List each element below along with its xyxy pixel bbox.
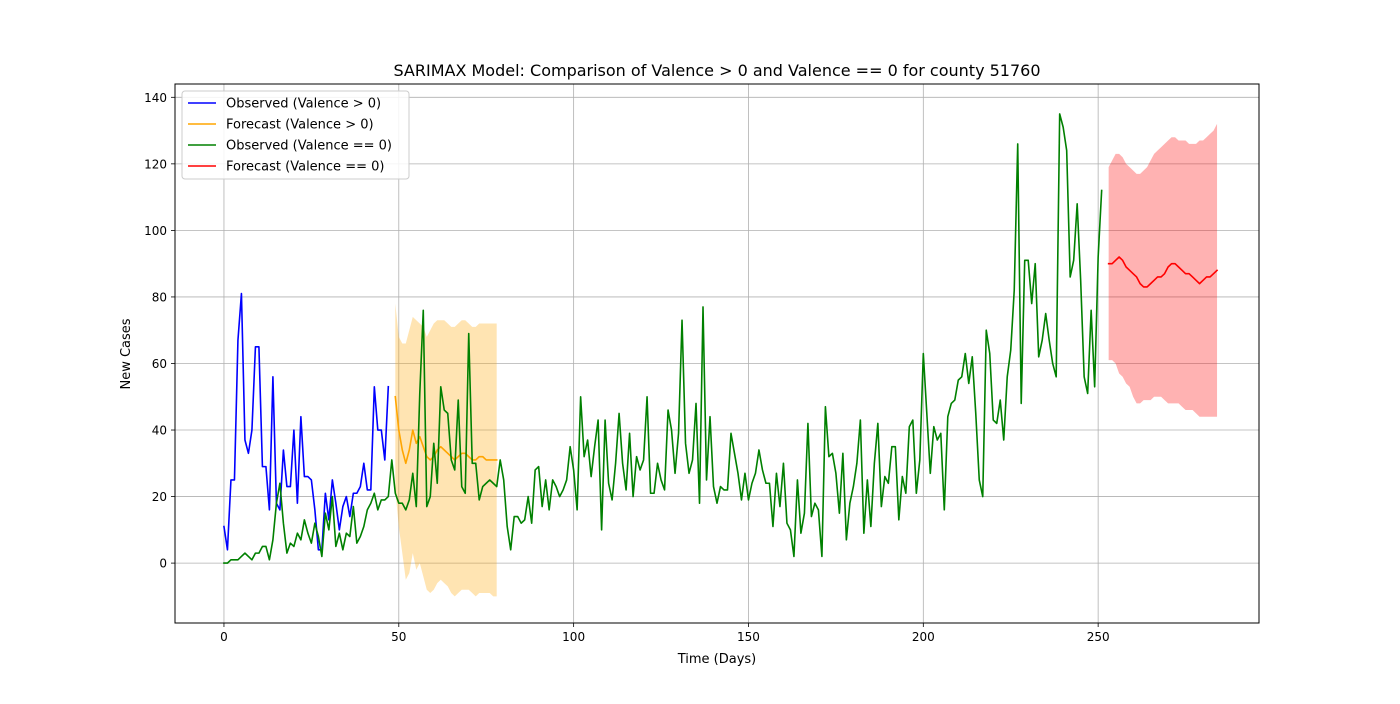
legend: Observed (Valence > 0) Forecast (Valence …	[181, 90, 410, 180]
y-tick-label: 80	[152, 290, 167, 304]
observed-valence-0-line	[223, 292, 390, 551]
y-axis-ticks: 0 20 40 60 80 100 120 140	[144, 91, 175, 571]
x-tick-label: 0	[220, 630, 228, 644]
plot-frame	[174, 83, 1260, 624]
x-tick-label: 150	[737, 630, 760, 644]
x-tick-label: 200	[912, 630, 935, 644]
y-tick-label: 60	[152, 357, 167, 371]
x-tick-label: 50	[391, 630, 406, 644]
x-axis-label: Time (Days)	[677, 652, 757, 667]
y-tick-label: 100	[144, 224, 167, 238]
y-tick-label: 40	[152, 424, 167, 438]
y-tick-label: 20	[152, 490, 167, 504]
forecast-valence-0-line	[1107, 256, 1219, 288]
y-tick-label: 140	[144, 91, 167, 105]
legend-label: Observed (Valence > 0)	[226, 97, 381, 112]
y-tick-label: 120	[144, 157, 167, 171]
x-axis-ticks: 0 50 100 150 200 250	[220, 623, 1110, 644]
observed-valence-0-line	[223, 113, 1103, 564]
chart-title: SARIMAX Model: Comparison of Valence > 0…	[393, 61, 1040, 80]
forecast-valence-0-confidence-band	[1108, 123, 1218, 417]
y-tick-label: 0	[159, 557, 167, 571]
series-lines	[223, 113, 1219, 564]
grid	[175, 84, 1259, 623]
legend-box	[181, 90, 410, 180]
x-tick-label: 100	[562, 630, 585, 644]
legend-label: Observed (Valence == 0)	[226, 139, 392, 154]
legend-label: Forecast (Valence == 0)	[226, 160, 384, 175]
y-axis-label: New Cases	[119, 318, 134, 389]
legend-items: Observed (Valence > 0) Forecast (Valence …	[188, 97, 392, 175]
legend-label: Forecast (Valence > 0)	[226, 118, 374, 133]
forecast-valence-0-confidence-band	[395, 303, 497, 597]
forecast-valence-0-line	[394, 395, 498, 465]
x-tick-label: 250	[1087, 630, 1110, 644]
